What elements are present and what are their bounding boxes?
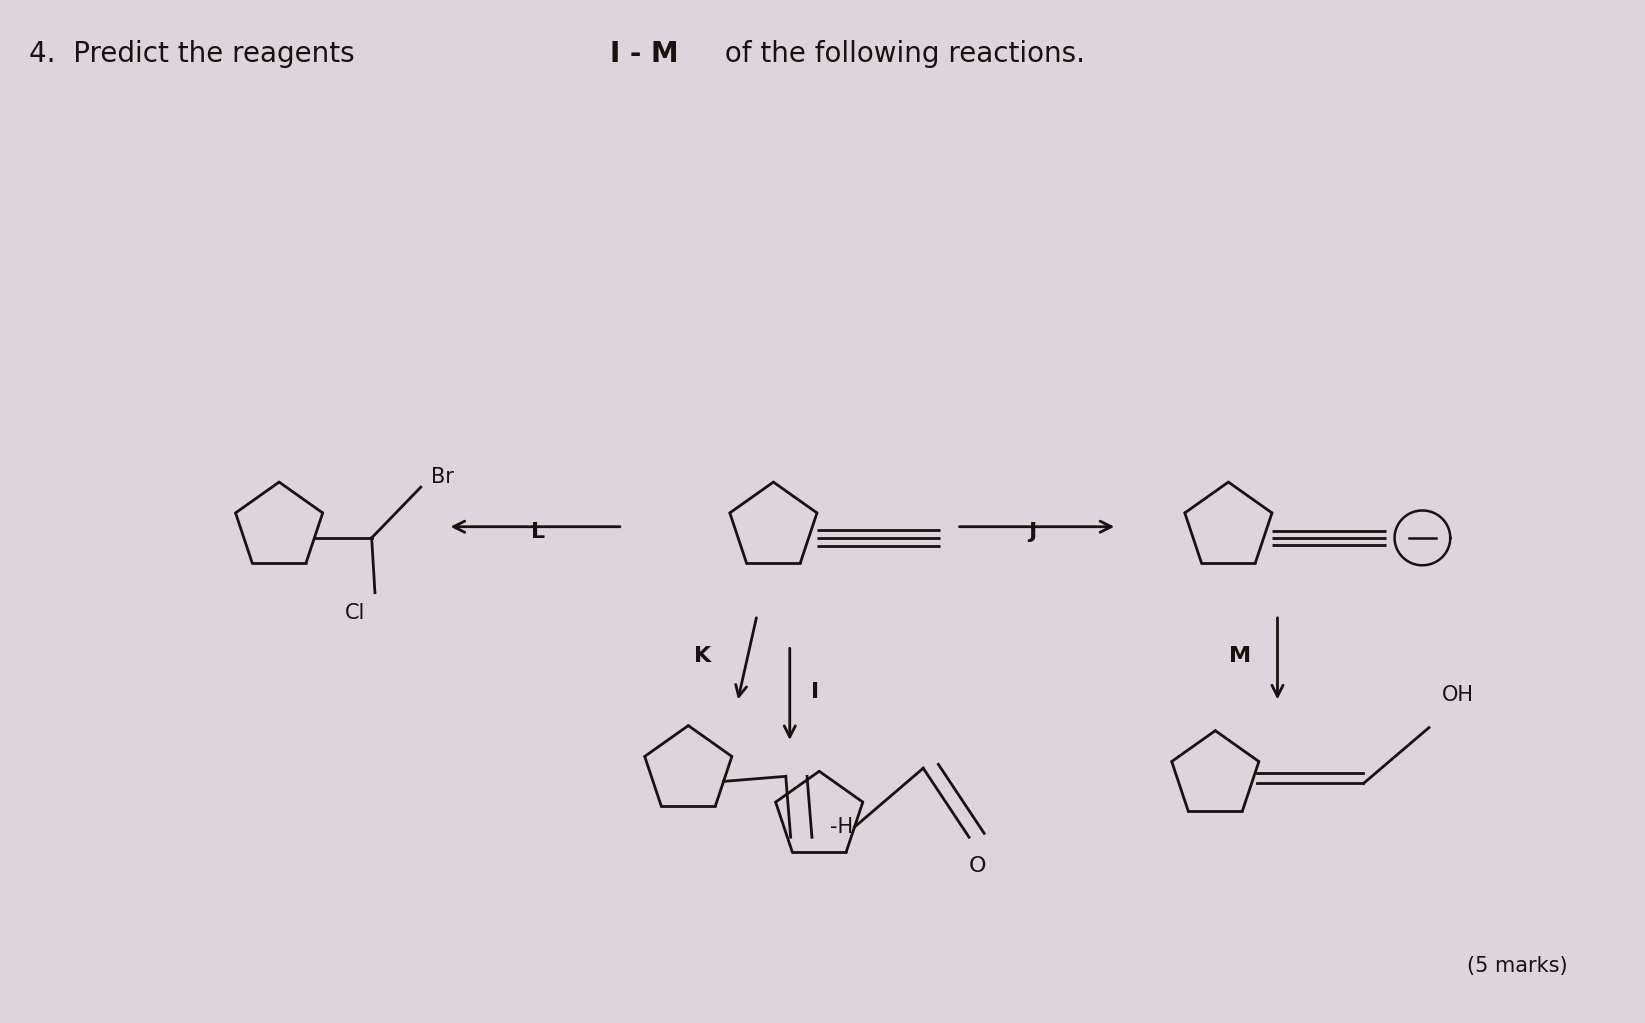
Text: OH: OH — [1443, 685, 1474, 705]
Text: J: J — [1028, 522, 1036, 542]
Text: I - M: I - M — [610, 40, 678, 68]
Text: Br: Br — [431, 468, 454, 487]
Text: I: I — [811, 682, 819, 702]
Text: 4.  Predict the reagents: 4. Predict the reagents — [28, 40, 364, 68]
Text: M: M — [1229, 646, 1252, 666]
Text: Cl: Cl — [345, 603, 365, 623]
Text: of the following reactions.: of the following reactions. — [716, 40, 1086, 68]
Text: L: L — [531, 522, 544, 542]
Text: -H: -H — [831, 817, 854, 837]
Text: K: K — [694, 646, 711, 666]
Text: (5 marks): (5 marks) — [1467, 957, 1568, 976]
Text: O: O — [969, 855, 985, 876]
